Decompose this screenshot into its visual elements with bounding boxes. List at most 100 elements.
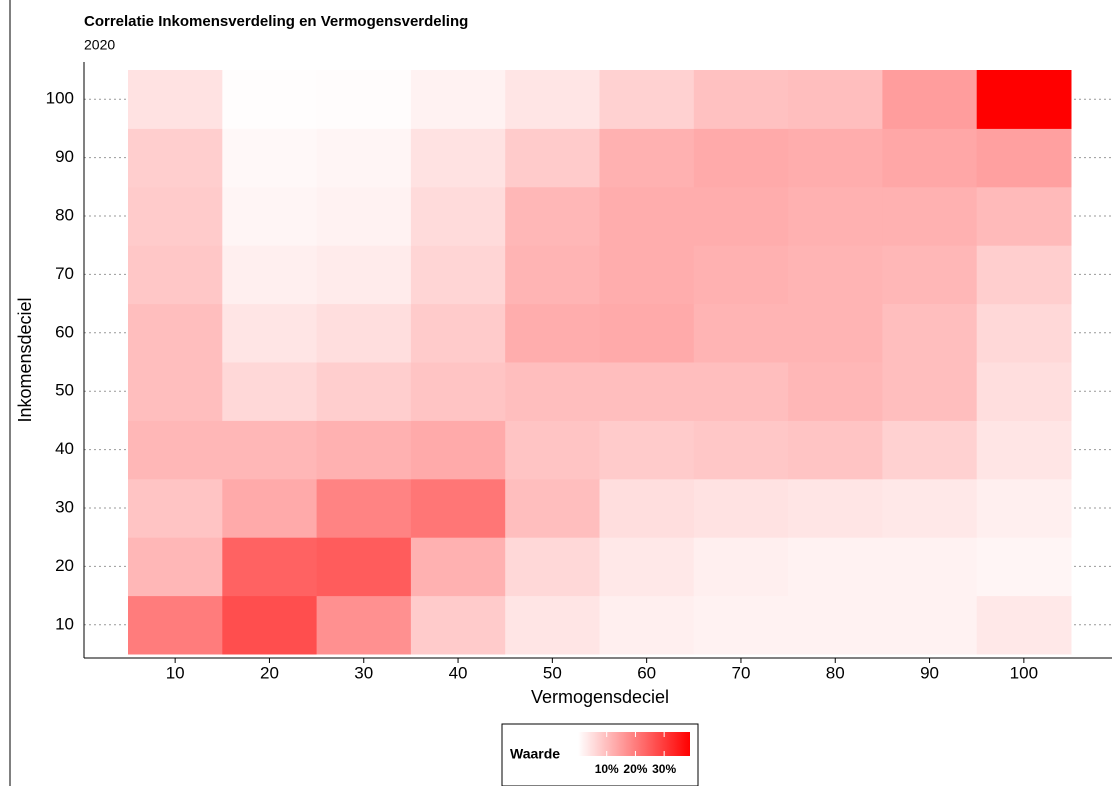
legend-tick-label: 10% bbox=[595, 762, 619, 776]
heatmap-cell bbox=[882, 70, 978, 129]
heatmap-cell bbox=[410, 128, 506, 188]
heatmap-cell bbox=[410, 537, 506, 597]
heatmap-cell bbox=[788, 537, 883, 597]
heatmap-cell bbox=[693, 362, 789, 421]
heatmap-cell bbox=[882, 303, 978, 363]
x-tick-label: 20 bbox=[260, 663, 279, 682]
heatmap-cell bbox=[316, 420, 412, 480]
heatmap-cell bbox=[976, 186, 1072, 246]
heatmap-cell bbox=[410, 595, 506, 655]
heatmap-cell bbox=[128, 420, 223, 480]
heatmap-cell bbox=[222, 186, 318, 246]
heatmap-cell bbox=[316, 362, 412, 421]
heatmap-cell bbox=[882, 245, 978, 305]
heatmap-cell bbox=[316, 478, 412, 538]
heatmap-cell bbox=[882, 186, 978, 246]
heatmap-cell bbox=[976, 420, 1072, 480]
x-tick-label: 70 bbox=[731, 663, 750, 682]
heatmap-cell bbox=[128, 186, 223, 246]
heatmap-cell bbox=[316, 245, 412, 305]
heatmap-cell bbox=[505, 595, 600, 655]
y-tick-label: 30 bbox=[55, 497, 74, 516]
heatmap-cell bbox=[976, 362, 1072, 421]
heatmap-cell bbox=[693, 70, 789, 129]
y-tick-label: 20 bbox=[55, 556, 74, 575]
heatmap-cell bbox=[693, 186, 789, 246]
heatmap-cell bbox=[410, 362, 506, 421]
heatmap-cell bbox=[693, 595, 789, 655]
heatmap-cell bbox=[505, 362, 600, 421]
heatmap-cell bbox=[599, 245, 695, 305]
y-tick-label: 10 bbox=[55, 614, 74, 633]
heatmap-cell bbox=[410, 245, 506, 305]
heatmap-cell bbox=[505, 537, 600, 597]
x-tick-label: 100 bbox=[1010, 663, 1038, 682]
heatmap-cell bbox=[693, 420, 789, 480]
heatmap-cell bbox=[599, 70, 695, 129]
heatmap-cell bbox=[788, 128, 883, 188]
heatmap-cell bbox=[599, 595, 695, 655]
heatmap-cell bbox=[882, 128, 978, 188]
heatmap-cell bbox=[882, 595, 978, 655]
heatmap-cell bbox=[693, 478, 789, 538]
y-tick-label: 60 bbox=[55, 322, 74, 341]
heatmap-cell bbox=[316, 595, 412, 655]
heatmap-cell bbox=[599, 362, 695, 421]
heatmap-cell bbox=[882, 537, 978, 597]
heatmap-cell bbox=[693, 245, 789, 305]
heatmap-cell bbox=[976, 303, 1072, 363]
heatmap-cell bbox=[222, 245, 318, 305]
heatmap-cell bbox=[128, 362, 223, 421]
heatmap-cell bbox=[693, 128, 789, 188]
legend-tick-label: 30% bbox=[652, 762, 676, 776]
heatmap-cell bbox=[128, 245, 223, 305]
x-tick-label: 60 bbox=[637, 663, 656, 682]
heatmap-cell bbox=[976, 245, 1072, 305]
heatmap-cell bbox=[128, 595, 223, 655]
heatmap-cell bbox=[505, 128, 600, 188]
heatmap-cell bbox=[410, 420, 506, 480]
y-tick-label: 50 bbox=[55, 381, 74, 400]
heatmap-cell bbox=[505, 420, 600, 480]
heatmap-cell bbox=[410, 70, 506, 129]
heatmap-cell bbox=[599, 186, 695, 246]
heatmap-cell bbox=[693, 537, 789, 597]
heatmap-cell bbox=[599, 303, 695, 363]
heatmap-cell bbox=[222, 362, 318, 421]
heatmap-cell bbox=[222, 128, 318, 188]
heatmap-cell bbox=[788, 245, 883, 305]
heatmap-cell bbox=[788, 420, 883, 480]
heatmap-cell bbox=[316, 128, 412, 188]
heatmap-cell bbox=[976, 128, 1072, 188]
heatmap-cell bbox=[410, 303, 506, 363]
heatmap-cell bbox=[976, 595, 1072, 655]
x-tick-label: 80 bbox=[826, 663, 845, 682]
heatmap-cell bbox=[128, 128, 223, 188]
chart-title: Correlatie Inkomensverdeling en Vermogen… bbox=[84, 13, 468, 30]
heatmap-cell bbox=[316, 70, 412, 129]
heatmap-cells bbox=[84, 70, 1112, 655]
y-tick-label: 100 bbox=[46, 89, 74, 108]
heatmap-cell bbox=[882, 478, 978, 538]
heatmap-cell bbox=[976, 478, 1072, 538]
y-tick-label: 70 bbox=[55, 264, 74, 283]
heatmap-cell bbox=[788, 595, 883, 655]
legend-tick-label: 20% bbox=[623, 762, 647, 776]
heatmap-cell bbox=[788, 362, 883, 421]
x-axis-label: Vermogensdeciel bbox=[531, 687, 669, 707]
y-tick-label: 80 bbox=[55, 205, 74, 224]
heatmap-cell bbox=[599, 478, 695, 538]
heatmap-cell bbox=[976, 537, 1072, 597]
heatmap-cell bbox=[128, 303, 223, 363]
heatmap-cell bbox=[505, 303, 600, 363]
heatmap-cell bbox=[599, 128, 695, 188]
heatmap-cell bbox=[788, 186, 883, 246]
heatmap-cell bbox=[788, 70, 883, 129]
heatmap-cell bbox=[316, 303, 412, 363]
heatmap-cell bbox=[128, 70, 223, 129]
legend-title: Waarde bbox=[510, 746, 560, 762]
heatmap-cell bbox=[599, 537, 695, 597]
heatmap-cell bbox=[222, 478, 318, 538]
heatmap-cell bbox=[316, 186, 412, 246]
